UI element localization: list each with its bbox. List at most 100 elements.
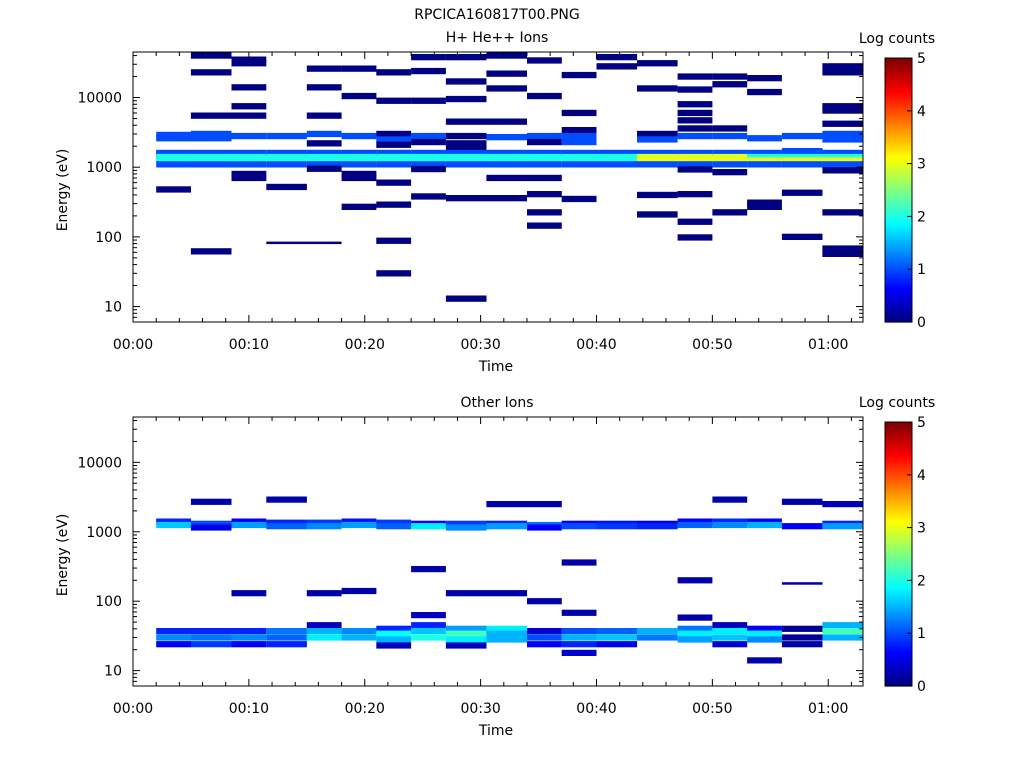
- heatmap-cell: [376, 625, 412, 632]
- y-tick-label: 10000: [77, 455, 122, 471]
- heatmap-cell: [712, 132, 748, 140]
- colorbar-step: [885, 216, 912, 220]
- colorbar-step: [885, 450, 912, 454]
- colorbar-step: [885, 249, 912, 253]
- heatmap-cell: [411, 165, 446, 173]
- heatmap-cell: [677, 166, 713, 173]
- colorbar-step: [885, 591, 912, 594]
- colorbar-step: [885, 529, 912, 532]
- colorbar-step: [885, 655, 912, 658]
- colorbar-step: [885, 64, 912, 67]
- heatmap-cell: [411, 153, 446, 161]
- heatmap-cell: [341, 157, 377, 164]
- colorbar-step: [885, 457, 912, 460]
- colorbar-step: [885, 208, 912, 212]
- heatmap-cell: [747, 203, 782, 210]
- heatmap-cell: [411, 97, 446, 104]
- heatmap-cell: [781, 157, 823, 164]
- heatmap-cell: [231, 634, 267, 641]
- colorbar-step: [885, 86, 912, 90]
- colorbar-step: [885, 597, 912, 600]
- heatmap-cell: [156, 135, 191, 142]
- plot-frame: [132, 416, 864, 687]
- heatmap-cell: [445, 625, 487, 632]
- colorbar-step: [885, 152, 912, 156]
- heatmap-cell: [376, 157, 412, 164]
- colorbar-label: Log counts: [859, 31, 935, 47]
- colorbar-step: [885, 78, 912, 82]
- colorbar-step: [885, 206, 912, 210]
- heatmap-cell: [445, 78, 487, 85]
- colorbar-step: [885, 634, 912, 638]
- heatmap-cell: [781, 641, 823, 648]
- heatmap-cell: [376, 642, 412, 649]
- heatmap-cell: [822, 622, 863, 629]
- heatmap-cell: [527, 138, 562, 146]
- heatmap-cell: [561, 132, 597, 140]
- colorbar-tick-label: 3: [917, 521, 926, 537]
- colorbar-step: [885, 488, 912, 491]
- colorbar-step: [885, 256, 912, 259]
- heatmap-cell: [781, 498, 823, 505]
- heatmap-cell: [747, 157, 782, 164]
- colorbar-step: [885, 657, 912, 660]
- heatmap-cell: [445, 149, 487, 157]
- heatmap-cell: [266, 161, 307, 168]
- heatmap-cell: [190, 69, 232, 76]
- colorbar-step: [885, 136, 912, 140]
- heatmap-cell: [486, 118, 527, 125]
- heatmap-cell: [411, 628, 446, 635]
- heatmap-cell: [445, 524, 487, 531]
- heatmap-cell: [341, 149, 377, 157]
- figure-title: RPCICA160817T00.PNG: [414, 7, 579, 23]
- heatmap-cell: [747, 88, 782, 96]
- y-axis-label: Energy (eV): [55, 514, 71, 597]
- colorbar-step: [885, 498, 912, 501]
- colorbar-step: [885, 558, 912, 561]
- heatmap-cell: [486, 636, 527, 643]
- heatmap-cell: [822, 628, 863, 635]
- colorbar-step: [885, 301, 912, 305]
- heatmap-cell: [747, 199, 782, 206]
- x-ticks: 00:00 00:10 00:20 00:30 00:40 00:50 01:00: [113, 417, 852, 717]
- x-tick-label: 00:50: [692, 701, 732, 717]
- heatmap-cell: [712, 73, 748, 80]
- colorbar-step: [885, 289, 912, 292]
- colorbar-step: [885, 543, 912, 547]
- heatmap-cell: [781, 189, 823, 196]
- colorbar-frame: [884, 421, 913, 687]
- heatmap-cell: [341, 521, 377, 529]
- colorbar-step: [885, 428, 912, 431]
- heatmap-cell: [306, 130, 342, 138]
- heatmap-cell: [190, 157, 232, 164]
- colorbar-step: [885, 653, 912, 656]
- heatmap-cell: [190, 112, 232, 119]
- colorbar-step: [885, 66, 912, 69]
- colorbar: 0 1 2 3 4 5: [884, 51, 926, 331]
- heatmap-cell: [637, 157, 678, 164]
- heatmap-cell: [266, 149, 307, 157]
- heatmap-cell: [341, 132, 377, 140]
- heatmap-cell: [486, 590, 527, 597]
- heatmap-cell: [527, 524, 562, 531]
- colorbar-step: [885, 93, 912, 96]
- colorbar-step: [885, 311, 912, 315]
- heatmap-cell: [411, 612, 446, 619]
- heatmap-cell: [712, 169, 748, 176]
- heatmap-cell: [781, 148, 823, 155]
- heatmap-cell: [266, 153, 307, 161]
- heatmap-cell: [677, 132, 713, 140]
- heatmap-cell: [376, 523, 412, 530]
- heatmap-cell: [527, 222, 562, 229]
- heatmap-cell: [527, 174, 562, 182]
- heatmap-cell: [411, 161, 446, 168]
- colorbar-step: [885, 675, 912, 679]
- colorbar-step: [885, 229, 912, 232]
- colorbar-tick-label: 4: [917, 468, 926, 484]
- heatmap-cell: [637, 60, 678, 67]
- heatmap-cell: [747, 521, 782, 529]
- heatmap-cell: [822, 209, 863, 216]
- colorbar-step: [885, 251, 912, 255]
- colorbar-tick-label: 4: [917, 104, 926, 120]
- x-tick-label: 00:20: [345, 337, 385, 353]
